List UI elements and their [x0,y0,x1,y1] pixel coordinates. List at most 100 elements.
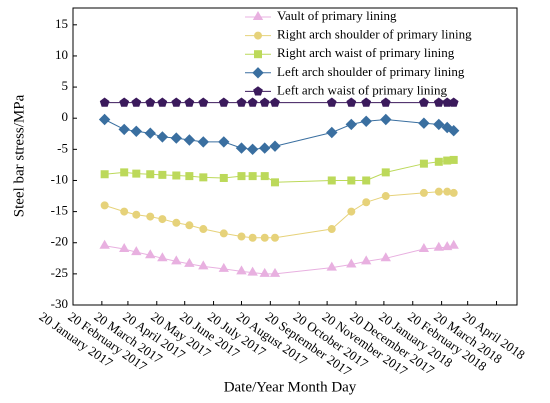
y-tick-label: -15 [51,203,68,218]
x-axis-title: Date/Year Month Day [224,379,357,395]
data-point [100,170,109,179]
y-tick-label: -10 [51,171,68,186]
data-point [327,225,336,234]
data-point [145,97,156,107]
y-tick-label: 10 [55,47,68,62]
legend-label: Left arch waist of primary lining [277,82,448,97]
y-tick-label: 5 [62,78,69,93]
legend-marker [253,86,263,96]
data-point [259,97,270,107]
data-point [269,140,281,152]
data-point [146,170,155,179]
data-point [132,169,141,178]
legend-marker [252,67,264,79]
data-point [258,142,271,154]
data-point [185,172,194,181]
data-point [184,257,195,267]
legend-label: Left arch shoulder of primary lining [277,64,465,79]
data-point [362,176,371,185]
data-point [270,178,279,187]
y-tick-label: 0 [62,109,69,124]
data-point [347,176,356,185]
data-point [119,242,130,252]
data-point [119,97,130,107]
data-point [260,233,269,242]
data-point [419,97,429,107]
data-point [118,123,130,136]
data-point [443,187,452,196]
series-line [104,191,454,239]
data-point [171,97,182,107]
data-point [198,260,209,270]
data-point [326,97,337,107]
data-point [362,198,371,207]
data-point [158,215,167,224]
legend-label: Vault of primary lining [277,8,397,23]
legend-label: Right arch shoulder of primary lining [277,27,472,42]
data-point [419,188,428,197]
data-point [448,97,459,107]
data-point [433,241,444,251]
data-point [144,127,157,139]
series-line [104,245,454,275]
data-point [247,97,258,107]
data-point [418,117,430,129]
data-point [156,131,169,143]
data-point [158,170,167,179]
data-point [434,157,443,166]
data-point [448,239,459,249]
data-point [381,192,390,201]
y-axis-title: Steel bar stress/MPa [11,94,27,217]
y-tick-label: -20 [51,234,68,249]
data-point [327,176,336,185]
data-point [99,239,110,249]
data-point [170,132,183,144]
data-point [130,125,143,138]
data-point [247,266,258,276]
legend-label: Right arch waist of primary lining [277,45,455,60]
data-point [347,207,356,216]
data-point [418,242,430,252]
data-point [197,136,210,148]
data-point [447,124,460,137]
data-point [380,97,391,107]
data-point [380,113,392,126]
data-point [184,97,195,107]
data-point [270,233,279,242]
data-point [361,97,372,107]
data-point [219,229,228,238]
y-tick-label: 15 [55,16,68,31]
data-point [381,168,390,177]
data-point [345,118,358,131]
legend-marker [254,50,262,59]
data-point [380,252,391,262]
data-point [236,97,247,107]
data-point [326,261,337,271]
data-point [219,173,228,182]
data-point [171,255,182,265]
data-point [199,225,208,234]
legend-marker [254,31,262,40]
data-point [199,173,208,182]
data-point [100,201,109,210]
data-point [419,159,428,168]
data-point [326,126,338,139]
data-point [236,265,247,275]
data-point [183,134,196,146]
data-point [185,221,194,230]
data-point [361,255,372,265]
legend-marker [252,10,264,20]
data-point [433,97,444,107]
plot-frame [72,7,518,306]
data-point [172,218,181,227]
data-point [443,156,452,165]
data-point [157,97,168,107]
y-tick-label: -5 [57,140,68,155]
data-point [360,115,372,128]
data-point [237,172,246,181]
data-point [146,212,155,221]
data-point [346,97,357,107]
data-point [120,207,129,216]
data-point [218,262,229,272]
